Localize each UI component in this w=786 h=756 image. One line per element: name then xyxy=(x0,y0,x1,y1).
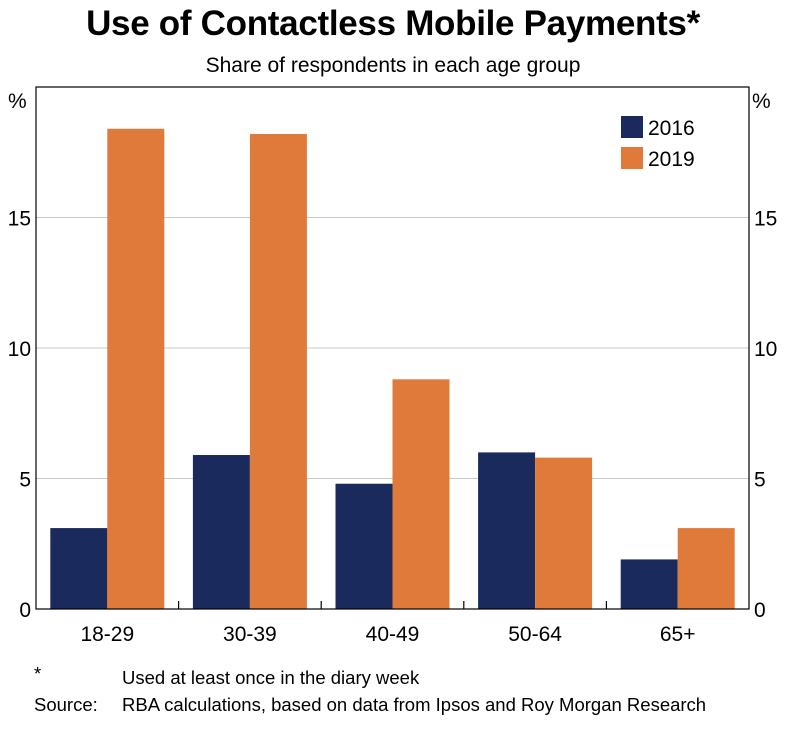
chart-title: Use of Contactless Mobile Payments* xyxy=(86,4,700,43)
legend: 2016 2019 xyxy=(621,116,695,171)
tick-labels: 0 0 5 5 10 10 15 15% % 18-29 30-39 40-49 50-64 65+ xyxy=(8,90,778,646)
x-tick-label: 40-49 xyxy=(366,623,420,646)
bar-chart: 0 0 5 5 10 10 15 15% % 18-29 30-39 40-49 50-64 65+ 20… xyxy=(8,86,778,646)
x-tick-label: 50-64 xyxy=(508,623,562,646)
bar-2019-30-39 xyxy=(249,133,307,610)
y-tick-label-right: 10 xyxy=(754,338,777,361)
footnote-source-key: Source: xyxy=(34,694,98,715)
bars xyxy=(50,128,735,610)
legend-swatch-2016 xyxy=(621,116,643,138)
tick-marks xyxy=(178,601,608,609)
bar-2019-18-29 xyxy=(107,128,165,609)
bar-2016-18-29 xyxy=(50,528,108,609)
bar-2016-30-39 xyxy=(192,455,250,609)
footnote-star: * Used at least once in the diary week xyxy=(34,663,722,691)
y-tick-label-left: 10 xyxy=(8,338,31,361)
footnote-source-text: RBA calculations, based on data from Ips… xyxy=(122,694,707,715)
footnotes: * Used at least once in the diary week S… xyxy=(34,663,722,718)
y-unit-right: % xyxy=(752,90,771,113)
bar-2016-65+ xyxy=(620,559,678,609)
y-tick-label-right: 15 xyxy=(754,208,777,231)
y-tick-label-left: 0 xyxy=(19,599,31,622)
y-tick-label-left: 5 xyxy=(19,469,31,492)
legend-label-2016: 2016 xyxy=(648,117,695,140)
footnote-source: Source: RBA calculations, based on data … xyxy=(34,691,722,718)
y-tick-label-left: 15 xyxy=(8,208,31,231)
footnote-star-key: * xyxy=(34,663,42,684)
chart-subtitle: Share of respondents in each age group xyxy=(205,54,581,77)
plot-frame xyxy=(35,86,750,610)
x-tick-label: 65+ xyxy=(660,623,696,646)
y-tick-label-right: 0 xyxy=(754,599,766,622)
footnote-star-text: Used at least once in the diary week xyxy=(122,667,420,688)
bar-2016-50-64 xyxy=(478,452,536,609)
y-tick-label-right: 5 xyxy=(754,469,766,492)
bar-2019-50-64 xyxy=(535,457,593,609)
x-tick-label: 18-29 xyxy=(80,623,134,646)
bar-2016-40-49 xyxy=(335,483,393,609)
x-tick-label: 30-39 xyxy=(223,623,277,646)
y-unit-left: % xyxy=(8,90,27,113)
bar-2019-40-49 xyxy=(392,379,450,609)
legend-label-2019: 2019 xyxy=(648,148,695,171)
legend-swatch-2019 xyxy=(621,147,643,169)
bar-2019-65+ xyxy=(677,528,735,609)
